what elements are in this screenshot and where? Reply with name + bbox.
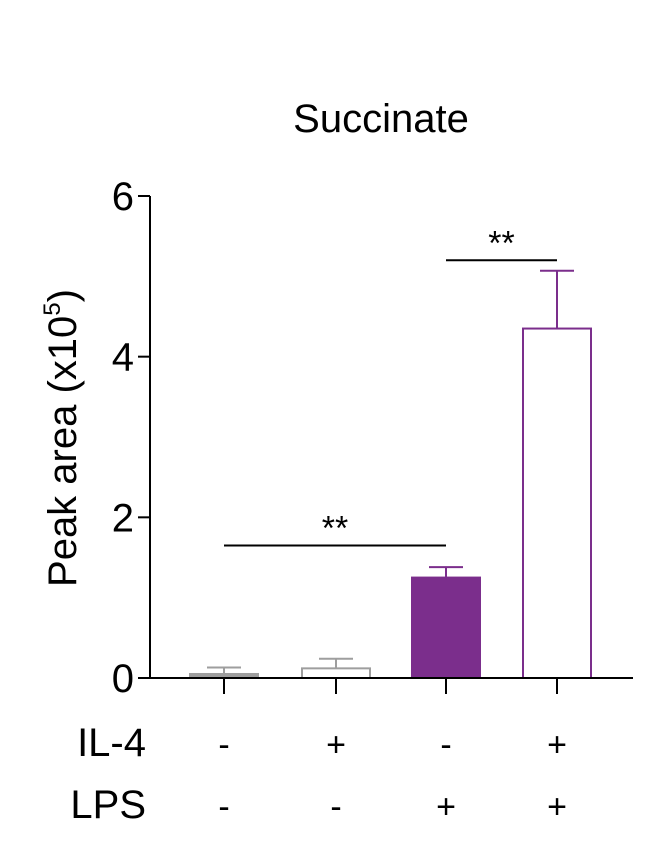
y-tick-label: 4 — [112, 336, 134, 380]
y-axis-label-text: Peak area (x10 — [41, 316, 85, 587]
significance-label: ** — [488, 224, 514, 262]
condition-value: - — [330, 788, 341, 826]
condition-label: LPS — [70, 783, 146, 827]
condition-value: + — [436, 788, 456, 826]
condition-table: IL-4 - + - + LPS - - + + — [70, 721, 567, 827]
y-tick-label: 0 — [112, 657, 134, 701]
condition-label: IL-4 — [77, 721, 146, 765]
x-axis — [150, 677, 633, 694]
bar — [522, 327, 592, 679]
condition-value: + — [326, 726, 346, 764]
significance-label: ** — [322, 509, 348, 547]
bar — [411, 576, 481, 679]
y-axis: 0 2 4 6 — [112, 175, 151, 701]
condition-value: + — [547, 788, 567, 826]
y-axis-label-exponent: 5 — [39, 302, 66, 315]
condition-value: - — [218, 726, 229, 764]
condition-value: - — [440, 726, 451, 764]
bar — [301, 667, 371, 679]
y-axis-label: Peak area (x105) — [39, 289, 85, 587]
y-tick-label: 6 — [112, 175, 134, 219]
significance-annotations: ** ** — [224, 224, 557, 547]
condition-value: + — [547, 726, 567, 764]
bars — [189, 269, 592, 680]
chart-title: Succinate — [293, 97, 469, 141]
y-axis-label-close: ) — [41, 289, 85, 302]
y-tick-label: 2 — [112, 496, 134, 540]
condition-value: - — [218, 788, 229, 826]
